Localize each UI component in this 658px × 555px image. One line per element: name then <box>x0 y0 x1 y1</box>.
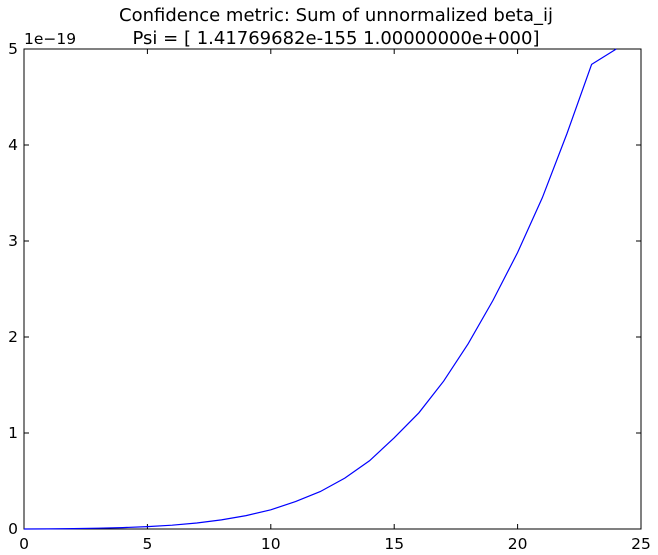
y-tick-label: 3 <box>8 232 18 250</box>
x-tick-label: 0 <box>19 535 29 553</box>
y-tick-label: 0 <box>8 520 18 538</box>
chart-subtitle: Psi = [ 1.41769682e-155 1.00000000e+000] <box>133 28 540 49</box>
y-axis-offset-label: 1e−19 <box>24 30 76 48</box>
x-tick-label: 25 <box>631 535 651 553</box>
tick-labels: 0 5 10 15 20 25 0 1 2 3 4 5 <box>8 40 651 553</box>
y-tick-label: 2 <box>8 328 18 346</box>
x-tick-label: 15 <box>384 535 404 553</box>
x-tick-label: 10 <box>261 535 281 553</box>
chart-title: Confidence metric: Sum of unnormalized b… <box>119 5 553 26</box>
x-tick-label: 20 <box>508 535 528 553</box>
y-tick-label: 5 <box>8 40 18 58</box>
x-tick-label: 5 <box>142 535 152 553</box>
y-tick-label: 1 <box>8 424 18 442</box>
series-line <box>23 48 617 530</box>
plot-frame <box>23 48 642 530</box>
ticks <box>23 48 642 530</box>
y-tick-label: 4 <box>8 136 18 154</box>
